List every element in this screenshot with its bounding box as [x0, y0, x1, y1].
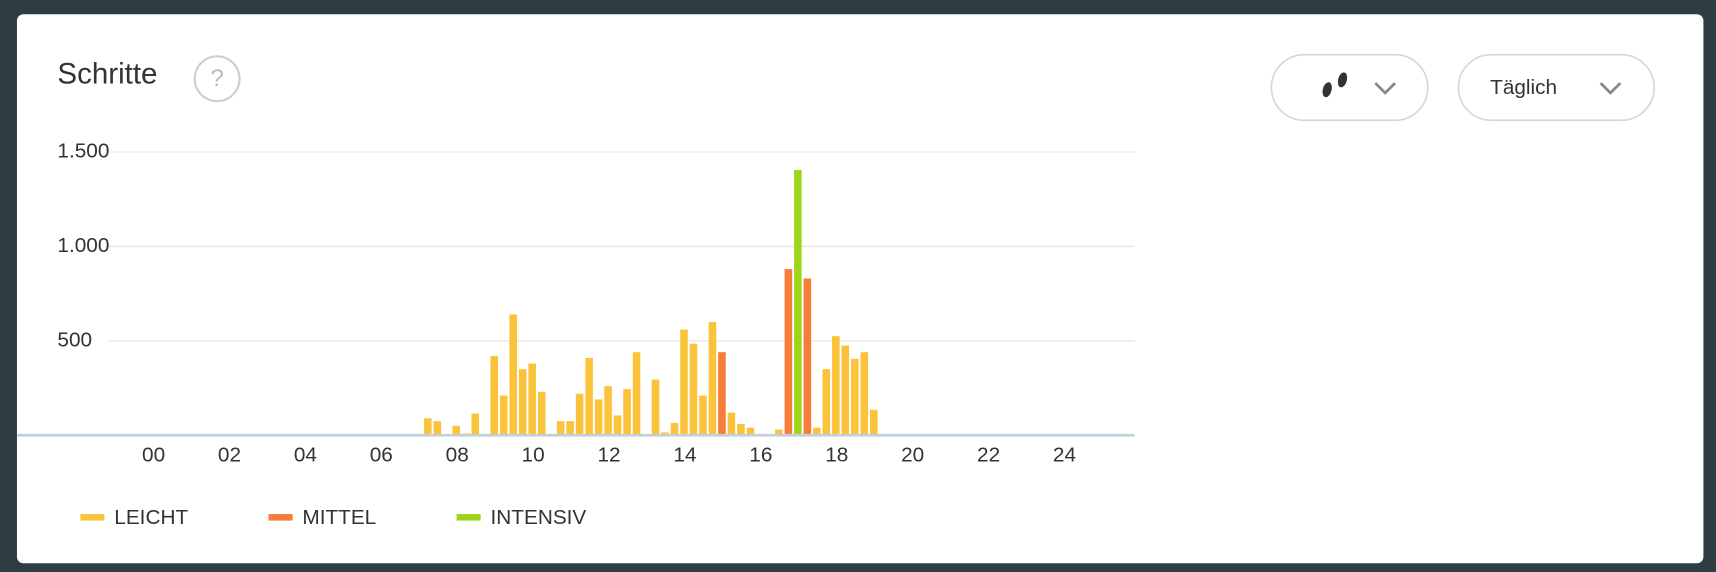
legend-swatch [80, 514, 105, 521]
bar [699, 395, 707, 436]
x-tick-label: 04 [294, 444, 317, 467]
bar [860, 352, 869, 436]
x-tick-label: 16 [749, 444, 772, 467]
x-tick-label: 08 [446, 444, 469, 467]
period-dropdown[interactable]: Täglich [1457, 53, 1656, 122]
x-tick-label: 14 [673, 444, 696, 467]
bar [518, 369, 527, 436]
bar [670, 423, 679, 436]
bar [803, 278, 812, 436]
bar [604, 386, 612, 436]
bar [661, 432, 669, 436]
y-tick-label: 1.000 [57, 234, 109, 257]
bar [813, 427, 821, 436]
bar [737, 423, 745, 436]
bar [537, 391, 546, 436]
bar [841, 345, 850, 436]
title: Schritte [57, 57, 157, 90]
bar [613, 415, 622, 436]
legend-label: LEICHT [114, 506, 188, 529]
x-tick-label: 06 [370, 444, 393, 467]
legend-label: MITTEL [302, 506, 376, 529]
help-text[interactable]: ? [210, 65, 223, 92]
bar [822, 369, 831, 436]
bar [594, 399, 603, 436]
metric-button[interactable] [1270, 53, 1429, 122]
bar [471, 413, 480, 436]
bar [708, 321, 717, 436]
foot-icon [1337, 72, 1348, 88]
help-button[interactable]: ? [193, 55, 241, 103]
bar [680, 329, 688, 436]
bar [424, 418, 432, 436]
legend-label: INTENSIV [491, 506, 587, 529]
bar [794, 169, 802, 436]
x-tick-label: 00 [142, 444, 165, 467]
card [16, 14, 1704, 564]
legend-swatch [268, 514, 293, 521]
chevron [1599, 82, 1622, 95]
foot-icon [1322, 82, 1332, 98]
x-tick-label: 12 [597, 444, 620, 467]
bar [869, 409, 878, 436]
x-tick-label: 18 [825, 444, 848, 467]
x-tick-label: 10 [522, 444, 545, 467]
bar [623, 389, 631, 436]
bar [509, 314, 517, 436]
help-circle[interactable] [193, 55, 241, 103]
bar [632, 352, 641, 436]
bar [746, 427, 755, 436]
bar [775, 429, 783, 436]
bar [689, 343, 698, 436]
x-tick-label: 24 [1053, 444, 1076, 467]
y-tick-label: 500 [57, 328, 92, 351]
bar [727, 412, 736, 436]
bar [718, 352, 726, 436]
period-label[interactable]: Täglich [1490, 76, 1557, 99]
bar [528, 363, 536, 436]
legend-swatch [456, 514, 481, 521]
bar [832, 336, 840, 436]
y-tick-label: 1.500 [57, 140, 109, 163]
bar [585, 357, 593, 436]
x-tick-label: 22 [977, 444, 1000, 467]
bar [651, 379, 660, 436]
bar [490, 355, 499, 436]
x-tick-label: 02 [218, 444, 241, 467]
plot: 500 1.000 1.500 00 02 04 06 08 10 12 14 16 18 20 22 24 L… [16, 140, 1135, 529]
bar [433, 421, 442, 436]
bar [850, 358, 859, 436]
period-button[interactable] [1457, 53, 1656, 122]
bar [499, 395, 508, 436]
bar [566, 421, 574, 436]
bar [575, 393, 584, 436]
x-tick-label: 20 [901, 444, 924, 467]
chevron [1374, 82, 1396, 95]
metric-dropdown[interactable] [1270, 53, 1429, 122]
bar [784, 269, 793, 436]
bar [452, 425, 461, 436]
bar [556, 421, 565, 436]
